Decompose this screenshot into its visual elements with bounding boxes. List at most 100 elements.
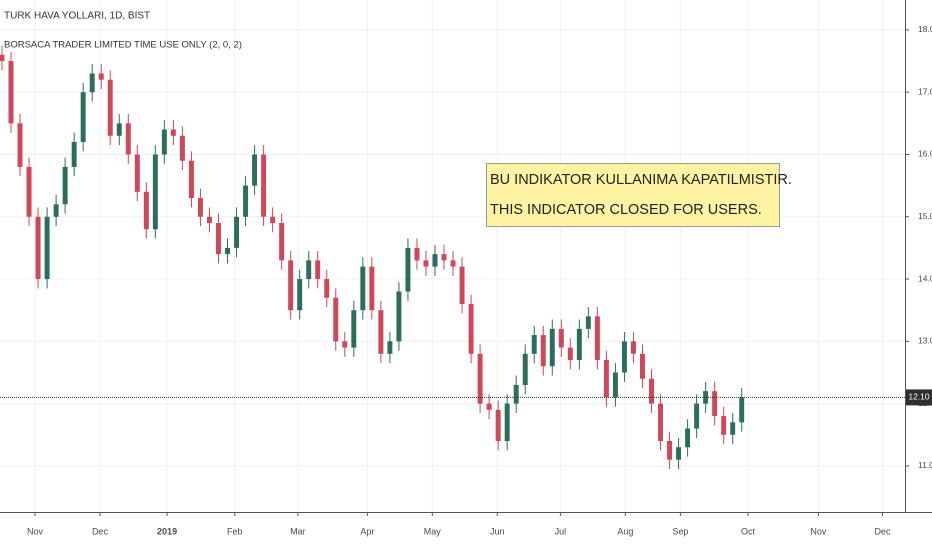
grid — [0, 0, 905, 512]
candle-body — [549, 328, 555, 367]
y-tick-label: 17.00 — [918, 86, 932, 96]
candle-body — [234, 216, 240, 248]
candle-body — [44, 216, 50, 280]
candle-body — [261, 154, 267, 217]
candle-body — [612, 372, 618, 398]
candle-body — [216, 222, 221, 255]
chart-title: TURK HAVA YOLLARI, 1D, BIST — [4, 11, 150, 22]
candle-body — [685, 428, 691, 448]
candle-body — [225, 247, 230, 255]
candle-body — [0, 54, 5, 62]
x-tick-label: Jul — [555, 526, 567, 536]
last-price-box — [906, 389, 932, 406]
candle-body — [432, 254, 438, 267]
candle-body — [378, 310, 384, 354]
candle-body — [594, 316, 600, 361]
candle-body — [152, 154, 158, 230]
y-tick-label: 15.00 — [918, 211, 932, 221]
candle-body — [531, 335, 537, 354]
candle-body — [143, 191, 149, 230]
candle-body — [170, 129, 176, 136]
candle-body — [80, 92, 86, 143]
last-price-label: 12.10 — [908, 392, 930, 402]
candle-body — [179, 135, 185, 161]
candle-body — [621, 341, 627, 373]
x-tick-label: Nov — [27, 526, 44, 536]
candle-body — [71, 142, 77, 167]
candle-body — [333, 297, 339, 342]
candle-body — [676, 447, 682, 460]
x-tick-label: Oct — [741, 526, 756, 536]
candle-body — [297, 279, 303, 311]
y-tick-label: 13.00 — [918, 336, 932, 346]
candle-body — [98, 73, 104, 80]
x-tick-label: Sep — [672, 526, 688, 536]
candle-body — [197, 198, 203, 217]
candle-body — [649, 378, 654, 404]
candle-body — [712, 391, 718, 417]
annotation-line: BU INDIKATOR KULLANIMA KAPATILMISTIR. — [490, 172, 792, 188]
candle-body — [387, 341, 393, 354]
x-tick-label: Dec — [92, 526, 109, 536]
candle-body — [351, 310, 357, 348]
annotation-line: THIS INDICATOR CLOSED FOR USERS. — [490, 202, 762, 218]
candle-body — [522, 353, 528, 385]
candle-body — [306, 260, 312, 280]
candle-body — [35, 216, 41, 280]
candle-body — [243, 185, 249, 217]
candle-body — [405, 247, 411, 292]
candle-body — [739, 397, 745, 423]
candle-body — [630, 341, 636, 354]
y-tick-label: 16.00 — [918, 149, 932, 159]
candle-body — [134, 154, 140, 192]
candle-body — [116, 123, 122, 136]
candle-body — [730, 422, 736, 435]
candle-body — [315, 260, 321, 280]
candle-body — [703, 391, 709, 404]
y-tick-label: 18.00 — [918, 24, 932, 34]
x-tick-label: Feb — [227, 526, 243, 536]
candle-body — [360, 266, 366, 311]
candle-body — [8, 61, 14, 124]
candle-body — [288, 260, 294, 311]
candle-body — [270, 216, 276, 223]
x-tick-label: Jun — [490, 526, 505, 536]
candle-body — [450, 260, 456, 267]
candle-body — [486, 403, 492, 410]
candle-body — [694, 403, 700, 429]
x-tick-label: Mar — [290, 526, 306, 536]
candle-body — [540, 335, 546, 367]
y-tick-label: 11.00 — [918, 460, 932, 470]
candle-body — [667, 440, 673, 460]
x-tick-label: 2019 — [157, 526, 177, 536]
candle-body — [53, 204, 59, 217]
candle-body — [658, 403, 664, 441]
candles — [0, 45, 745, 470]
candle-body — [369, 266, 375, 311]
candle-body — [107, 79, 113, 136]
candle-body — [423, 260, 429, 267]
candle-body — [585, 316, 591, 329]
annotation-box — [486, 163, 780, 227]
candle-body — [26, 166, 32, 217]
candle-body — [62, 166, 68, 205]
candle-body — [495, 409, 501, 441]
candle-body — [342, 341, 348, 348]
candle-body — [567, 347, 573, 361]
candle-body — [252, 154, 258, 186]
candle-body — [721, 416, 727, 435]
y-tick-label: 14.00 — [918, 273, 932, 283]
candle-body — [513, 384, 519, 404]
candle-body — [89, 73, 95, 93]
indicator-label: BORSACA TRADER LIMITED TIME USE ONLY (2,… — [4, 40, 242, 51]
candle-body — [324, 279, 330, 298]
candle-body — [459, 266, 465, 304]
candle-body — [125, 123, 131, 155]
candle-body — [188, 160, 194, 199]
candle-body — [603, 360, 609, 398]
candle-body — [206, 216, 212, 223]
x-tick-label: May — [424, 526, 442, 536]
candle-body — [396, 291, 402, 342]
